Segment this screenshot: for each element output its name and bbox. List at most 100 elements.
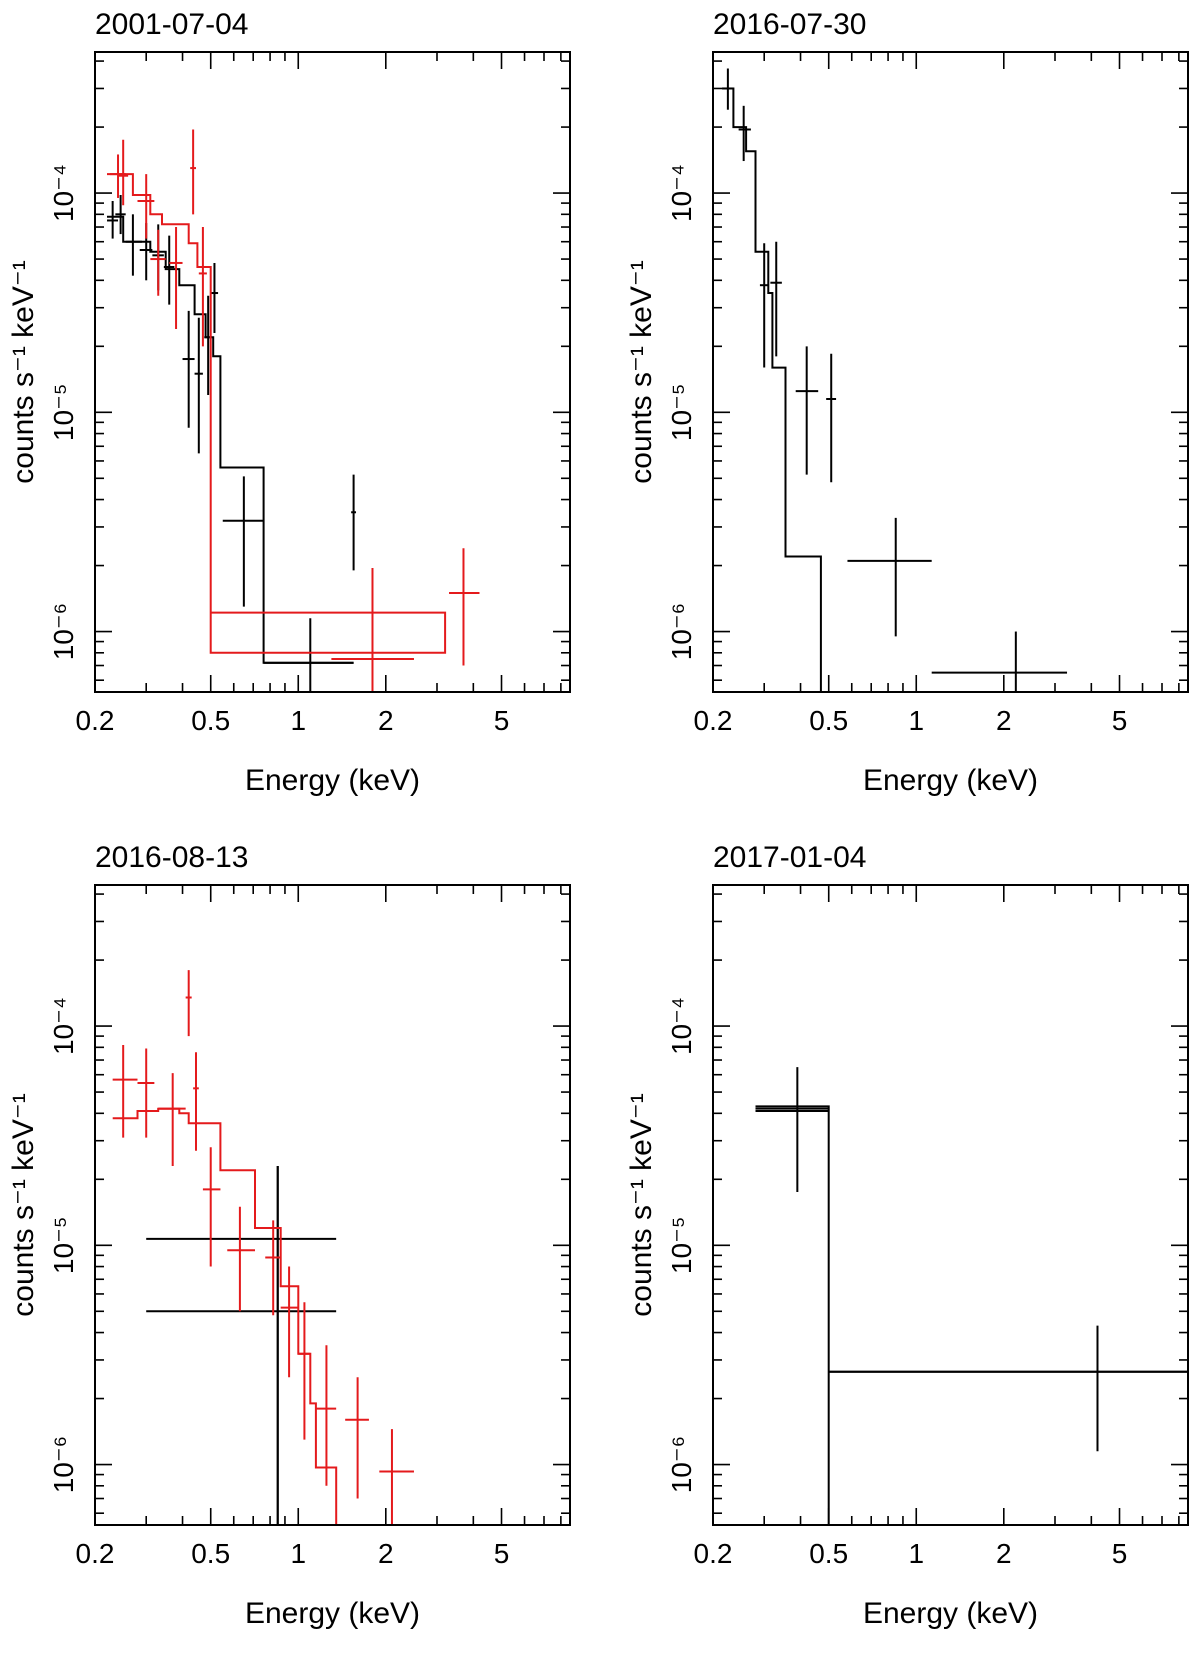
data-point [118,139,129,206]
model-step-line [107,173,447,654]
x-tick-label: 1 [290,1538,306,1569]
x-tick-label: 0.5 [191,705,230,736]
series-2 [112,970,414,1525]
y-axis-label: counts s⁻¹ keV⁻¹ [7,260,40,483]
x-tick-label: 0.2 [76,705,115,736]
data-point [146,1166,337,1525]
panel-3: 2016-08-13 Energy (keV) counts s⁻¹ keV⁻¹ 0.… [7,841,571,1630]
data-point [931,631,1068,692]
x-axis-label: Energy (keV) [245,764,420,797]
x-tick-label: 1 [908,705,924,736]
x-axis-label: Energy (keV) [863,1597,1038,1630]
x-tick-label: 0.5 [809,705,848,736]
data-point [182,310,195,428]
panel-4: 2017-01-04 Energy (keV) counts s⁻¹ keV⁻¹ 0.… [625,841,1189,1630]
data-point [770,241,782,357]
series-1 [722,68,1068,692]
x-tick-label: 5 [494,1538,510,1569]
plot-frame [712,51,1189,693]
axis-ticks [94,885,570,1525]
data-point [315,1345,337,1486]
data-point [331,567,414,692]
data-point [169,227,183,329]
data-point [826,353,837,483]
data-point [351,474,357,571]
data-point [847,517,932,637]
model-step-line [755,1105,1188,1525]
data-point [137,1048,155,1138]
data-point [185,970,192,1037]
data-point [759,243,769,368]
plot-frame [94,51,571,693]
data-point [112,1044,138,1138]
y-tick-label: 10⁻⁵ [48,1217,79,1275]
x-tick-label: 2 [996,705,1012,736]
y-axis-label: counts s⁻¹ keV⁻¹ [7,1093,40,1316]
data-point [190,129,197,215]
plot-frame [712,884,1189,1526]
x-tick-label: 5 [1112,1538,1128,1569]
series-1 [146,1166,337,1525]
x-tick-label: 0.2 [76,1538,115,1569]
data-point [263,618,354,692]
x-tick-label: 1 [908,1538,924,1569]
axis-ticks [712,52,1188,692]
data-point [449,548,480,666]
data-point [194,317,203,454]
model-step-line [107,215,354,664]
data-point [202,1147,221,1267]
y-tick-label: 10⁻⁵ [666,384,697,442]
axis-ticks [94,52,570,692]
data-point [163,235,175,305]
data-point [227,1206,256,1312]
data-point [107,201,119,239]
panel-1: 2001-07-04 Energy (keV) counts s⁻¹ keV⁻¹ 0.… [7,8,571,797]
data-point [210,262,219,334]
data-point [137,174,155,239]
data-point [265,1220,281,1316]
series-2 [107,129,480,692]
panel-title: 2016-08-13 [95,841,248,874]
y-tick-label: 10⁻⁴ [666,997,697,1055]
y-axis-label: counts s⁻¹ keV⁻¹ [625,1093,658,1316]
plot-frame [94,884,571,1526]
panel-title: 2001-07-04 [95,8,248,41]
y-tick-label: 10⁻⁵ [48,384,79,442]
data-point [222,476,264,607]
model-step-line [722,87,822,692]
data-point [198,227,207,347]
data-point [193,1052,199,1151]
data-point [115,194,126,235]
x-tick-label: 0.2 [694,705,733,736]
x-tick-label: 0.5 [191,1538,230,1569]
x-tick-label: 1 [290,705,306,736]
x-tick-label: 2 [378,1538,394,1569]
data-point [125,214,142,276]
x-axis-label: Energy (keV) [245,1597,420,1630]
model-step-line [112,1107,338,1525]
y-tick-label: 10⁻⁴ [48,164,79,222]
data-point [828,1325,1188,1452]
y-tick-label: 10⁻⁴ [666,164,697,222]
data-point [298,1302,311,1440]
series-1 [755,1067,1188,1525]
panel-title: 2016-07-30 [713,8,866,41]
y-tick-label: 10⁻⁶ [48,1436,79,1493]
x-tick-label: 0.5 [809,1538,848,1569]
data-point [158,1073,186,1167]
panel-title: 2017-01-04 [713,841,866,874]
x-tick-label: 2 [996,1538,1012,1569]
y-tick-label: 10⁻⁶ [666,603,697,660]
series-1 [107,194,357,692]
x-axis-label: Energy (keV) [863,764,1038,797]
y-tick-label: 10⁻⁶ [48,603,79,660]
x-tick-label: 5 [1112,705,1128,736]
data-point [795,346,819,475]
x-tick-label: 0.2 [694,1538,733,1569]
y-axis-label: counts s⁻¹ keV⁻¹ [625,260,658,483]
y-tick-label: 10⁻⁵ [666,1217,697,1275]
data-point [722,68,734,110]
y-tick-label: 10⁻⁶ [666,1436,697,1493]
data-point [146,1166,337,1525]
